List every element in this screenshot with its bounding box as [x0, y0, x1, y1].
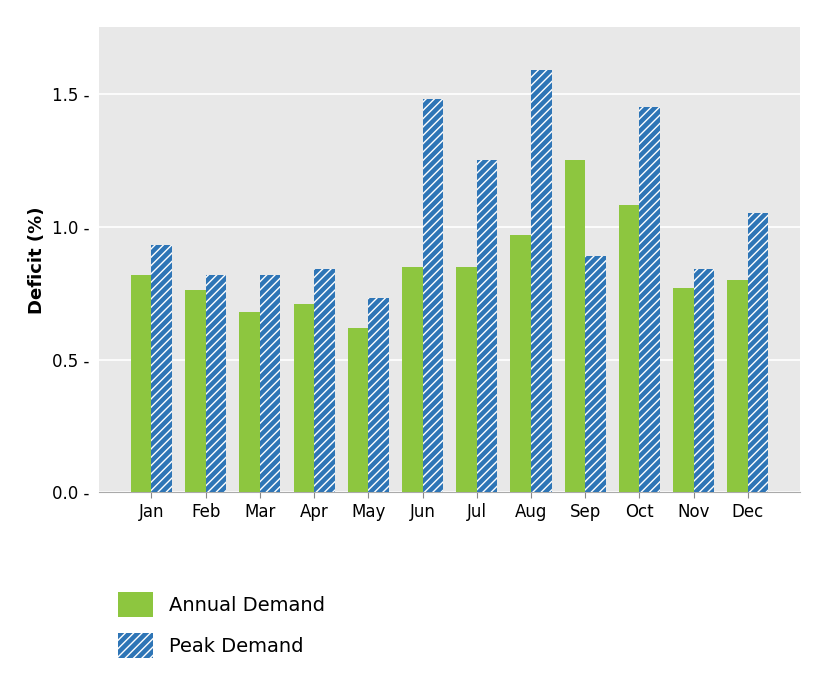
Bar: [747, 213, 768, 492]
Bar: [294, 304, 314, 492]
Bar: [727, 280, 747, 492]
Bar: [639, 107, 660, 492]
Bar: [347, 328, 368, 492]
Bar: [402, 267, 422, 492]
Bar: [531, 70, 552, 492]
Bar: [477, 160, 497, 492]
Bar: [456, 267, 477, 492]
Bar: [152, 246, 172, 492]
Bar: [673, 288, 694, 492]
Bar: [239, 312, 260, 492]
Bar: [585, 256, 606, 492]
Bar: [564, 160, 585, 492]
Bar: [694, 269, 714, 492]
Bar: [131, 274, 152, 492]
Bar: [511, 235, 531, 492]
Bar: [368, 298, 389, 492]
Bar: [185, 291, 205, 492]
Bar: [205, 274, 226, 492]
Bar: [619, 205, 639, 492]
Y-axis label: Deficit (%): Deficit (%): [28, 206, 46, 314]
Bar: [314, 269, 335, 492]
Bar: [422, 99, 443, 492]
Legend: Annual Demand, Peak Demand: Annual Demand, Peak Demand: [109, 583, 335, 668]
Bar: [260, 274, 280, 492]
